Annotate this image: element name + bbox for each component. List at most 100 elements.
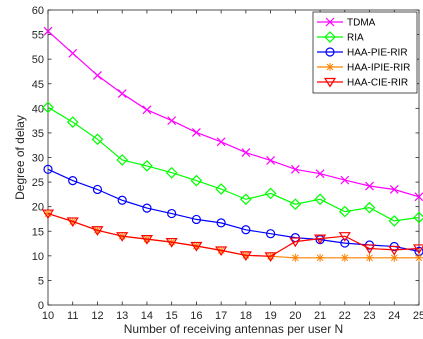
x-tick-label: 22	[339, 310, 351, 322]
data-point-ria	[289, 198, 302, 211]
data-point-haa-ipie-rir	[291, 253, 300, 262]
legend-label: HAA-CIE-RIR	[347, 78, 408, 89]
x-tick-label: 17	[215, 310, 227, 322]
data-point-haa-ipie-rir	[316, 253, 325, 262]
y-tick-label: 50	[32, 54, 44, 66]
data-point-haa-pie-rir	[241, 225, 251, 235]
legend-entry-tdma: TDMA	[317, 18, 376, 29]
y-axis-label: Degree of delay	[13, 115, 27, 200]
data-point-tdma	[290, 164, 300, 174]
marker-stroke	[326, 63, 334, 71]
data-point-ria	[363, 201, 376, 214]
marker-stroke	[365, 181, 374, 191]
series-haa-cie-rir	[41, 209, 423, 262]
marker-stroke	[43, 26, 53, 36]
x-tick-label: 16	[190, 310, 202, 322]
x-tick-label: 24	[388, 310, 400, 322]
x-tick-label: 25	[413, 310, 423, 322]
data-point-tdma	[241, 148, 251, 158]
data-point-haa-pie-rir	[340, 238, 350, 248]
data-point-tdma	[340, 175, 350, 185]
data-point-haa-pie-rir	[142, 203, 152, 213]
legend-entry-haa-cie-rir: HAA-CIE-RIR	[317, 78, 408, 89]
data-point-haa-cie-rir	[91, 226, 104, 236]
marker-stroke	[291, 254, 299, 262]
x-tick-label: 20	[289, 310, 301, 322]
data-point-ria	[66, 116, 79, 128]
data-point-tdma	[266, 156, 276, 165]
y-tick-label: 0	[38, 300, 44, 312]
data-point-tdma	[68, 48, 78, 58]
legend: TDMA RIA HAA-PIE-RIR HAA-IPIE-RIR HAA-CIE-RI…	[312, 11, 418, 94]
data-point-tdma	[43, 26, 53, 36]
data-point-haa-pie-rir	[117, 195, 127, 205]
x-tick-label: 10	[42, 310, 54, 322]
marker-stroke	[341, 254, 349, 262]
data-point-haa-pie-rir	[68, 176, 78, 186]
data-point-haa-pie-rir	[266, 229, 276, 239]
data-point-ria	[314, 193, 326, 206]
data-point-tdma	[117, 89, 127, 99]
marker-stroke	[93, 70, 102, 80]
legend-label: HAA-PIE-RIR	[347, 48, 408, 59]
marker-stroke	[68, 48, 78, 58]
series-tdma	[43, 26, 423, 202]
marker-stroke	[414, 192, 423, 202]
marker-stroke	[315, 169, 325, 179]
data-point-ria	[190, 174, 203, 187]
y-tick-label: 20	[32, 202, 44, 214]
y-tick-label: 25	[32, 177, 44, 189]
data-point-ria	[141, 160, 153, 172]
legend-marker	[324, 31, 336, 43]
data-point-tdma	[167, 116, 177, 126]
legend-marker	[325, 47, 335, 57]
marker-stroke	[366, 254, 373, 262]
data-point-haa-cie-rir	[66, 217, 79, 228]
data-point-haa-ipie-rir	[340, 253, 349, 262]
data-point-haa-cie-rir	[388, 245, 401, 256]
data-point-haa-cie-rir	[313, 234, 327, 245]
data-point-ria	[215, 183, 227, 195]
y-tick-label: 5	[38, 275, 44, 287]
data-point-haa-cie-rir	[289, 237, 302, 248]
series-line-haa-pie-rir	[47, 168, 420, 252]
data-point-haa-cie-rir	[215, 246, 228, 257]
x-tick-label: 18	[240, 310, 252, 322]
data-point-ria	[264, 187, 277, 200]
data-point-tdma	[191, 128, 201, 137]
data-point-ria	[165, 166, 178, 179]
marker-stroke	[340, 175, 350, 185]
legend-label: HAA-IPIE-RIR	[347, 63, 410, 74]
data-point-haa-cie-rir	[412, 244, 423, 255]
y-tick-label: 55	[32, 30, 44, 42]
data-point-haa-cie-rir	[264, 252, 277, 262]
marker-stroke	[216, 137, 226, 147]
legend-entry-haa-pie-rir: HAA-PIE-RIR	[317, 47, 408, 59]
data-point-ria	[338, 205, 351, 218]
marker-stroke	[290, 164, 300, 174]
data-point-haa-pie-rir	[216, 218, 226, 228]
data-point-haa-ipie-rir	[365, 253, 374, 262]
data-point-haa-cie-rir	[190, 241, 203, 252]
y-tick-label: 35	[32, 128, 44, 140]
data-point-haa-ipie-rir	[415, 253, 423, 262]
data-point-tdma	[414, 192, 423, 202]
data-point-ria	[42, 101, 54, 114]
marker-stroke	[191, 128, 201, 137]
x-tick-label: 14	[141, 310, 153, 322]
marker-stroke	[266, 156, 276, 165]
legend-marker	[325, 17, 335, 27]
x-tick-label: 13	[116, 310, 128, 322]
y-tick-label: 60	[32, 5, 44, 17]
data-point-haa-cie-rir	[363, 244, 376, 255]
data-point-tdma	[142, 105, 152, 115]
data-point-ria	[388, 215, 401, 227]
marker-stroke	[325, 17, 335, 27]
y-tick-label: 10	[32, 251, 44, 263]
marker-stroke	[167, 116, 177, 126]
marker-stroke	[117, 89, 127, 99]
marker-stroke	[241, 148, 251, 158]
data-point-tdma	[389, 185, 399, 194]
